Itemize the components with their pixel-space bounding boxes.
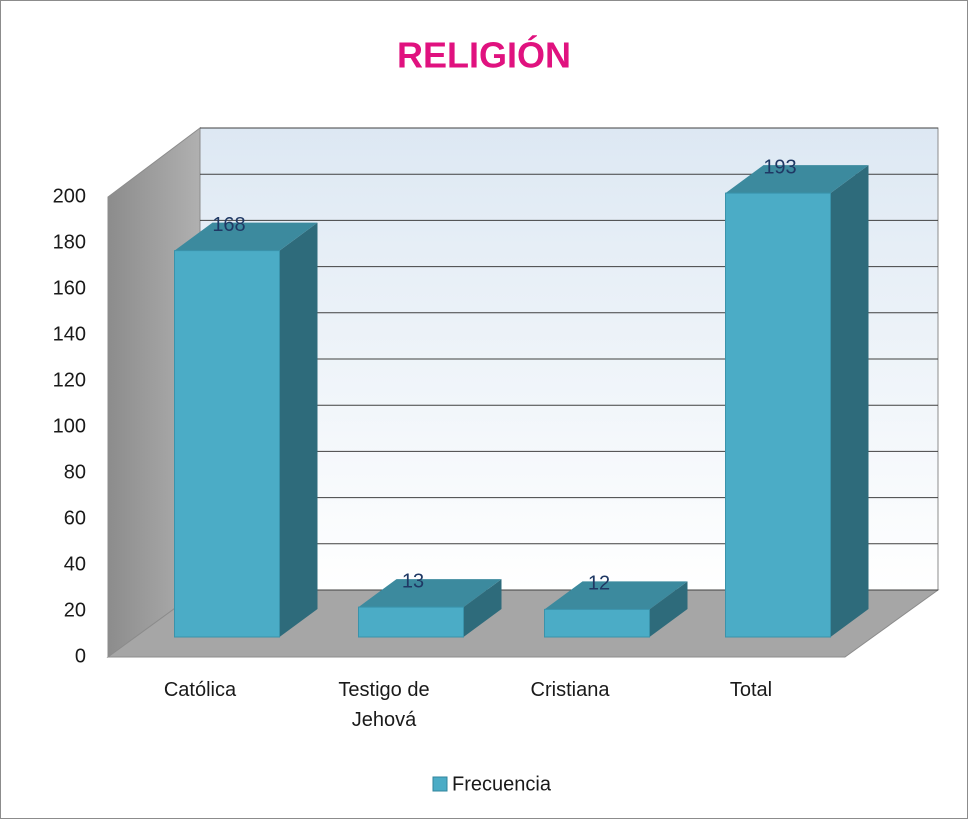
data-label: 12 [588,573,610,595]
y-tick-label: 120 [53,369,86,391]
bar-side [830,165,869,637]
y-tick-label: 200 [53,185,86,207]
y-tick-label: 60 [64,507,86,529]
y-tick-label: 20 [64,599,86,621]
y-tick-label: 40 [64,553,86,575]
data-label: 168 [212,214,245,236]
y-tick-label: 0 [75,645,86,667]
bar-side [279,222,318,637]
data-label: 13 [402,570,424,592]
bar-top [174,222,318,251]
y-tick-label: 80 [64,461,86,483]
y-tick-label: 100 [53,415,86,437]
bar [174,250,280,638]
bar-top [358,579,502,608]
bar-top [725,165,869,194]
bar [358,606,464,638]
bar [544,608,650,638]
data-label: 193 [763,156,796,178]
chart-title: RELIGIÓN [397,34,571,76]
legend-swatch [432,776,448,792]
y-tick-label: 140 [53,323,86,345]
y-tick-label: 180 [53,231,86,253]
x-tick-label: Total [729,679,773,701]
y-tick-label: 160 [53,277,86,299]
bar-top [544,581,688,610]
x-tick-label: Testigo de Jehová [338,679,430,731]
legend-label: Frecuencia [452,773,552,795]
bar [725,192,831,638]
bar-side [463,579,502,637]
x-tick-label: Cristiana [530,679,610,701]
bar-side [649,581,688,637]
x-tick-label: Católica [163,679,237,701]
